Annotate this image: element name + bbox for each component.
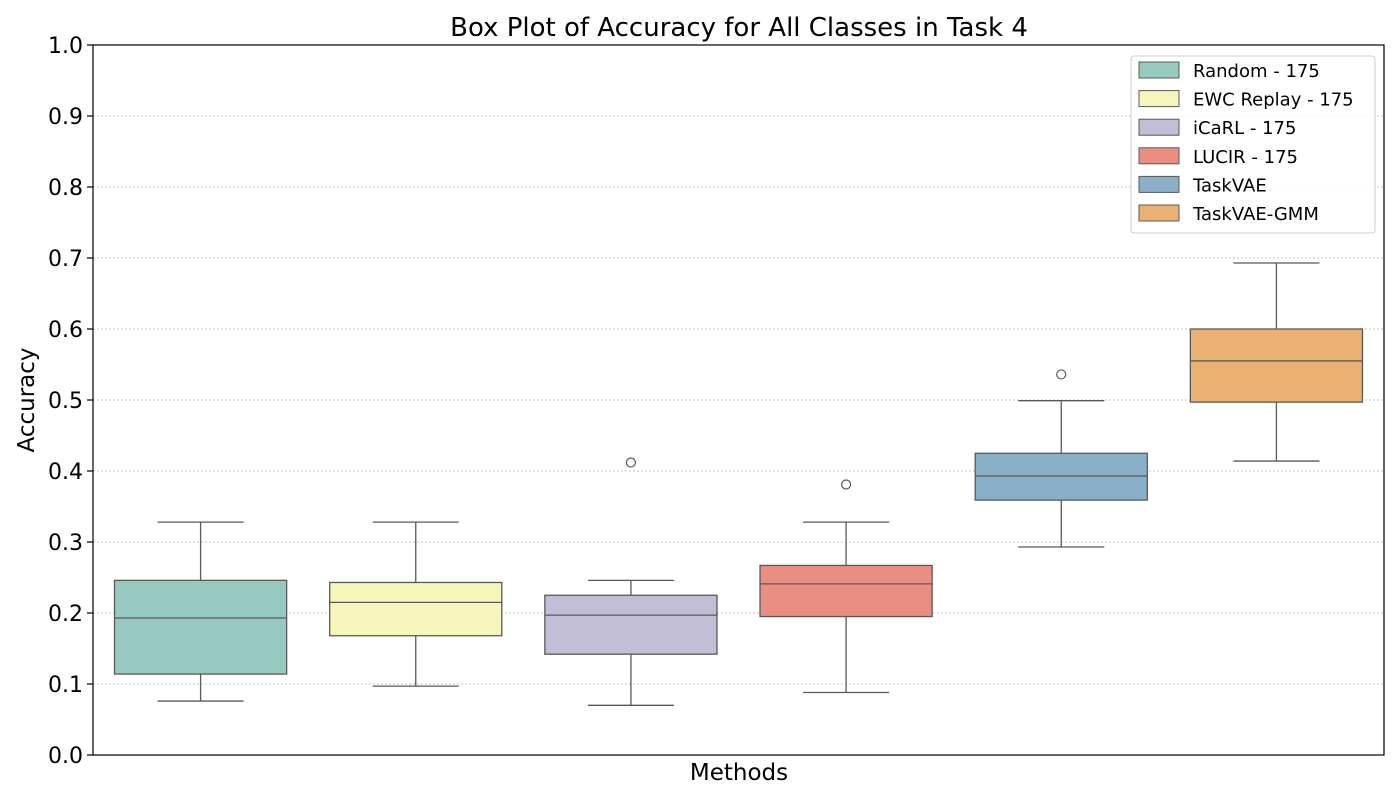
box-4 [759,479,933,694]
legend: Random - 175 EWC Replay - 175 iCaRL - 175 L… [1130,55,1376,234]
y-tick-label: 1.0 [48,34,83,59]
chart-title: Box Plot of Accuracy for All Classes in … [450,13,1028,43]
outlier-point [625,457,637,468]
y-tick-label: 0.4 [48,460,83,485]
legend-item: TaskVAE [1138,175,1267,196]
legend-swatch [1138,204,1180,222]
legend-label: TaskVAE [1192,175,1267,196]
y-axis-label: Accuracy [14,347,40,452]
legend-item: Random - 175 [1138,61,1320,82]
y-tick-label: 0.6 [48,318,83,343]
legend-swatch [1138,90,1180,108]
grid-lines [93,115,1384,685]
box-2 [329,521,503,687]
y-tick-label: 0.1 [48,673,83,698]
y-tick-label: 0.3 [48,531,83,556]
iqr-box [974,452,1148,501]
iqr-box [759,564,933,618]
y-axis-ticks: 0.0 0.1 0.2 0.3 0.4 0.5 0.6 0.7 0.8 0.9 1.0 [48,34,93,769]
outlier-point [840,479,852,490]
legend-item: iCaRL - 175 [1138,118,1296,139]
y-tick-label: 0.8 [48,176,83,201]
legend-item: EWC Replay - 175 [1138,90,1354,111]
y-tick-label: 0.0 [48,744,83,769]
legend-items: Random - 175 EWC Replay - 175 iCaRL - 175 L… [1138,61,1354,225]
legend-label: TaskVAE-GMM [1192,204,1319,225]
iqr-box [113,579,288,675]
legend-swatch [1138,175,1180,193]
legend-swatch [1138,118,1180,136]
y-tick-label: 0.9 [48,105,83,130]
box-plot-series [113,262,1364,706]
outlier-point [1056,369,1067,380]
y-tick-label: 0.2 [48,602,83,627]
legend-swatch [1138,61,1180,79]
box-5 [974,369,1148,548]
legend-frame [1130,55,1376,234]
legend-item: TaskVAE-GMM [1138,204,1319,225]
legend-label: LUCIR - 175 [1193,147,1298,168]
legend-item: LUCIR - 175 [1138,147,1298,168]
y-tick-label: 0.7 [48,247,83,272]
box-6 [1189,262,1364,462]
iqr-box [1189,328,1364,403]
legend-swatch [1138,147,1180,165]
legend-label: Random - 175 [1193,61,1320,82]
legend-label: EWC Replay - 175 [1193,90,1354,111]
box-1 [113,521,288,702]
legend-label: iCaRL - 175 [1193,118,1296,139]
iqr-box [544,594,718,655]
box-3 [544,457,718,706]
x-axis-label: Methods [690,760,788,786]
iqr-box [329,581,503,637]
y-tick-label: 0.5 [48,389,83,414]
